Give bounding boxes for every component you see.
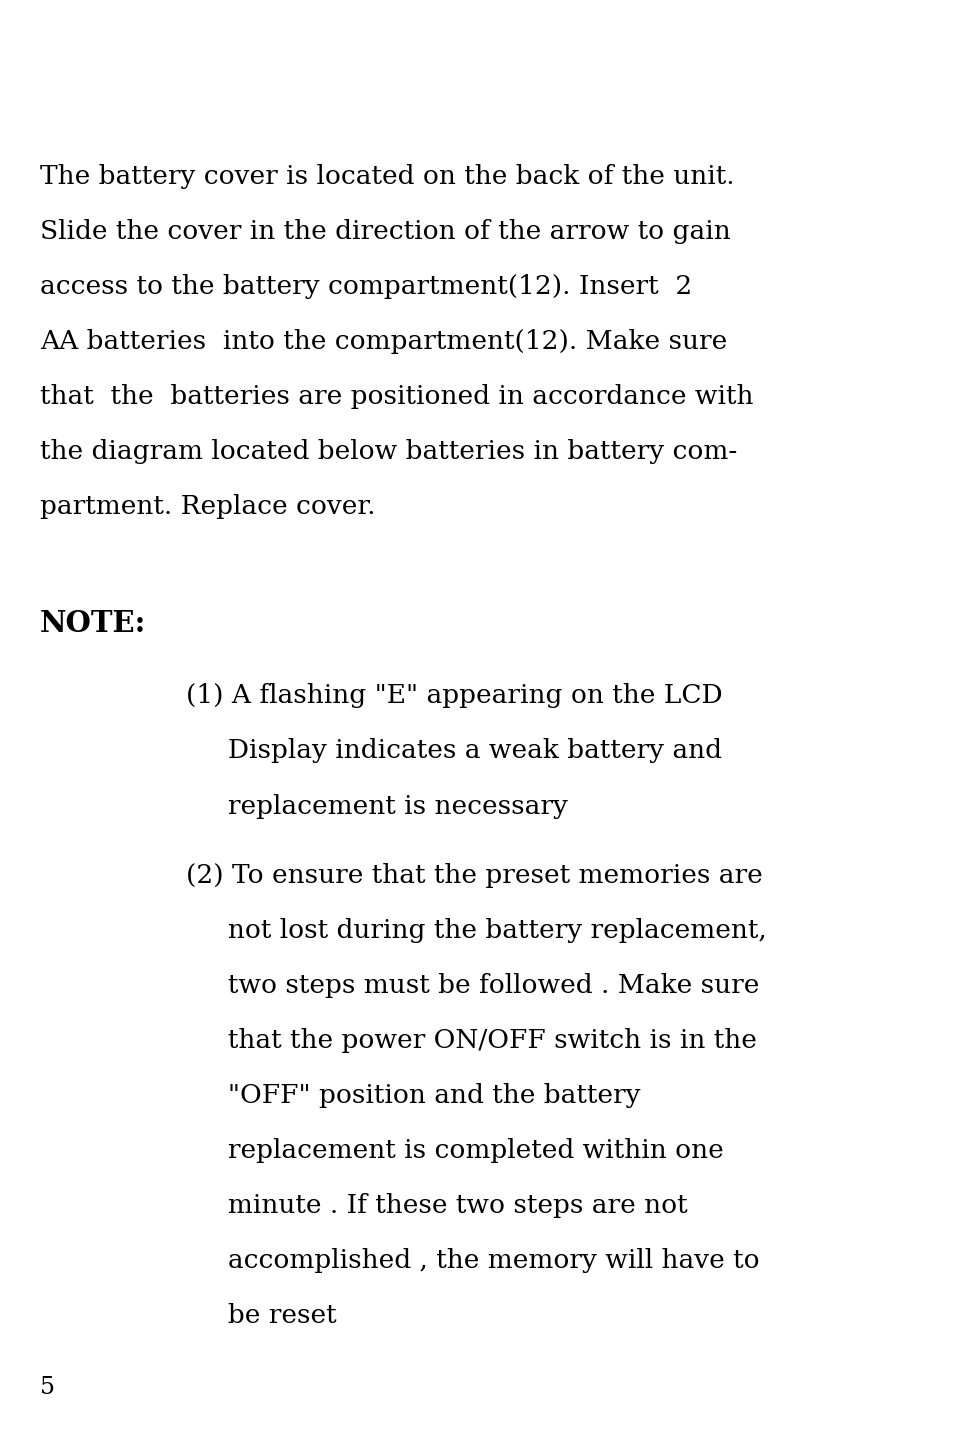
Text: BATTERY INSTALLATION: BATTERY INSTALLATION — [36, 21, 633, 63]
Text: AA batteries  into the compartment(12). Make sure: AA batteries into the compartment(12). M… — [40, 329, 726, 353]
Text: replacement is necessary: replacement is necessary — [186, 794, 567, 818]
Text: be reset: be reset — [186, 1303, 336, 1328]
Text: 5: 5 — [40, 1376, 55, 1399]
Text: minute . If these two steps are not: minute . If these two steps are not — [186, 1193, 687, 1218]
Text: the diagram located below batteries in battery com-: the diagram located below batteries in b… — [40, 439, 737, 463]
Text: Display indicates a weak battery and: Display indicates a weak battery and — [186, 738, 721, 764]
Text: Slide the cover in the direction of the arrow to gain: Slide the cover in the direction of the … — [40, 219, 730, 243]
Text: that the power ON/OFF switch is in the: that the power ON/OFF switch is in the — [186, 1028, 756, 1052]
Text: replacement is completed within one: replacement is completed within one — [186, 1138, 723, 1163]
Text: that  the  batteries are positioned in accordance with: that the batteries are positioned in acc… — [40, 383, 753, 409]
Text: not lost during the battery replacement,: not lost during the battery replacement, — [186, 918, 766, 942]
Text: NOTE:: NOTE: — [40, 609, 147, 638]
Text: (2) To ensure that the preset memories are: (2) To ensure that the preset memories a… — [186, 862, 762, 888]
Text: partment. Replace cover.: partment. Replace cover. — [40, 493, 375, 519]
Text: The battery cover is located on the back of the unit.: The battery cover is located on the back… — [40, 163, 734, 189]
Text: "OFF" position and the battery: "OFF" position and the battery — [186, 1083, 639, 1108]
Text: access to the battery compartment(12). Insert  2: access to the battery compartment(12). I… — [40, 273, 692, 299]
Text: accomplished , the memory will have to: accomplished , the memory will have to — [186, 1248, 759, 1273]
Text: (1) A flashing "E" appearing on the LCD: (1) A flashing "E" appearing on the LCD — [186, 684, 722, 708]
Text: two steps must be followed . Make sure: two steps must be followed . Make sure — [186, 972, 759, 998]
